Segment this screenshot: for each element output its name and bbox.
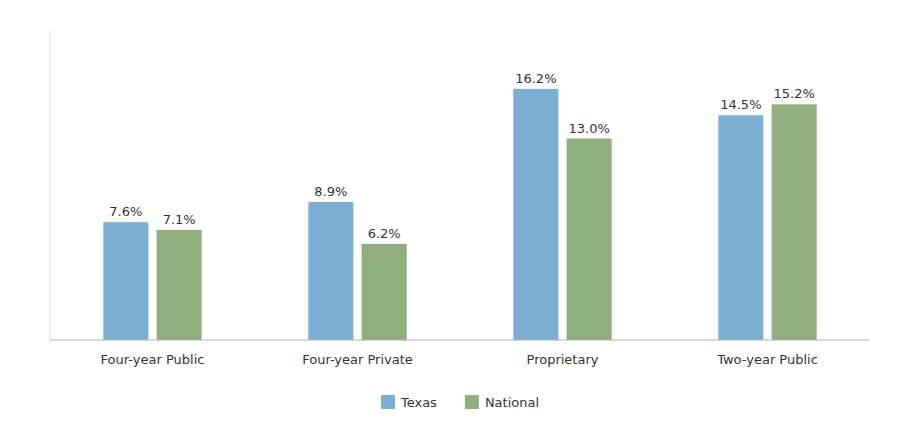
x-tick-label: Proprietary [527, 352, 599, 367]
legend-item: Texas [381, 395, 437, 410]
legend-swatch [381, 395, 395, 409]
legend-item: National [465, 395, 539, 410]
bar [567, 139, 612, 341]
x-tick-label: Four-year Private [302, 352, 413, 367]
bar [308, 202, 353, 340]
data-labels: 7.6% 8.9% 16.2% 14.5% 7.1% 6.2% 13.0% 15.2% [109, 71, 814, 241]
bars [103, 89, 816, 340]
data-label: 16.2% [515, 71, 556, 86]
legend-label: Texas [400, 395, 437, 410]
chart-container: 7.6% 8.9% 16.2% 14.5% 7.1% 6.2% 13.0% 15.2% Four… [0, 0, 900, 432]
bar [772, 104, 817, 340]
bar [513, 89, 558, 340]
x-tick-label: Two-year Public [716, 352, 818, 367]
x-axis-line [50, 340, 870, 341]
data-label: 13.0% [568, 121, 609, 136]
bar [718, 115, 763, 340]
legend: Texas National [381, 395, 539, 410]
legend-label: National [485, 395, 539, 410]
data-label: 7.6% [109, 204, 142, 219]
bar [103, 222, 148, 340]
x-tick-label: Four-year Public [101, 352, 205, 367]
chart-svg: 7.6% 8.9% 16.2% 14.5% 7.1% 6.2% 13.0% 15.2% Four… [0, 0, 900, 432]
data-label: 14.5% [720, 97, 761, 112]
legend-swatch [465, 395, 479, 409]
bar [362, 244, 407, 340]
bar [157, 230, 202, 340]
data-label: 6.2% [368, 226, 401, 241]
data-label: 15.2% [773, 86, 814, 101]
data-label: 8.9% [314, 184, 347, 199]
y-axis-line [50, 30, 51, 340]
data-label: 7.1% [163, 212, 196, 227]
